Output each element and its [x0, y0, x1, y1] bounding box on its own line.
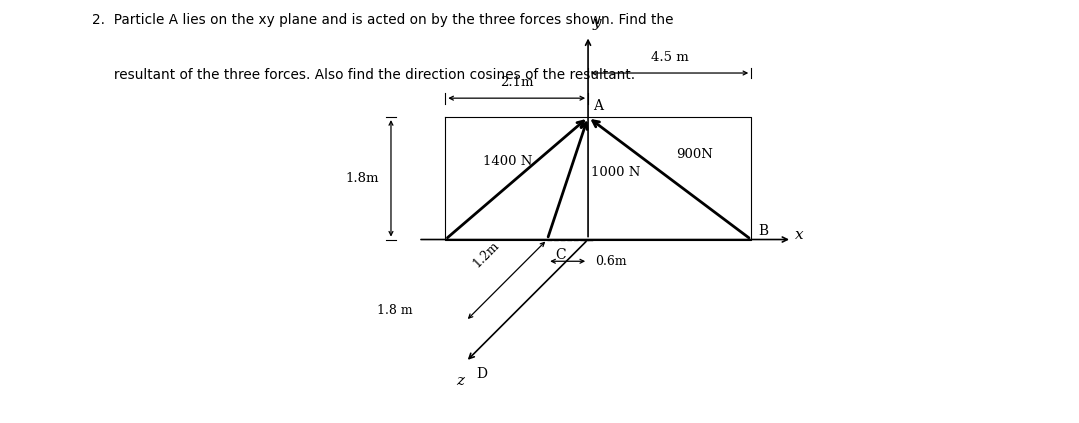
Text: 2.  Particle A lies on the xy plane and is acted on by the three forces shown. F: 2. Particle A lies on the xy plane and i… [92, 13, 673, 27]
Text: 1.2m: 1.2m [470, 239, 502, 270]
Text: D: D [476, 367, 487, 381]
Text: 4.5 m: 4.5 m [651, 51, 688, 64]
Text: C: C [556, 248, 566, 262]
Text: 1400 N: 1400 N [482, 155, 532, 168]
Text: 0.6m: 0.6m [595, 255, 627, 268]
Text: B: B [757, 224, 768, 238]
Text: 2.1m: 2.1m [500, 76, 533, 89]
Text: z: z [456, 374, 464, 388]
Text: resultant of the three forces. Also find the direction cosines of the resultant.: resultant of the three forces. Also find… [92, 68, 634, 82]
Text: 1.8m: 1.8m [345, 172, 379, 185]
Text: 1.8 m: 1.8 m [377, 305, 412, 317]
Text: y: y [592, 16, 601, 30]
Text: x: x [795, 228, 804, 242]
Text: 1000 N: 1000 N [591, 166, 641, 179]
Text: 900N: 900N [677, 148, 713, 161]
Text: A: A [592, 99, 603, 113]
